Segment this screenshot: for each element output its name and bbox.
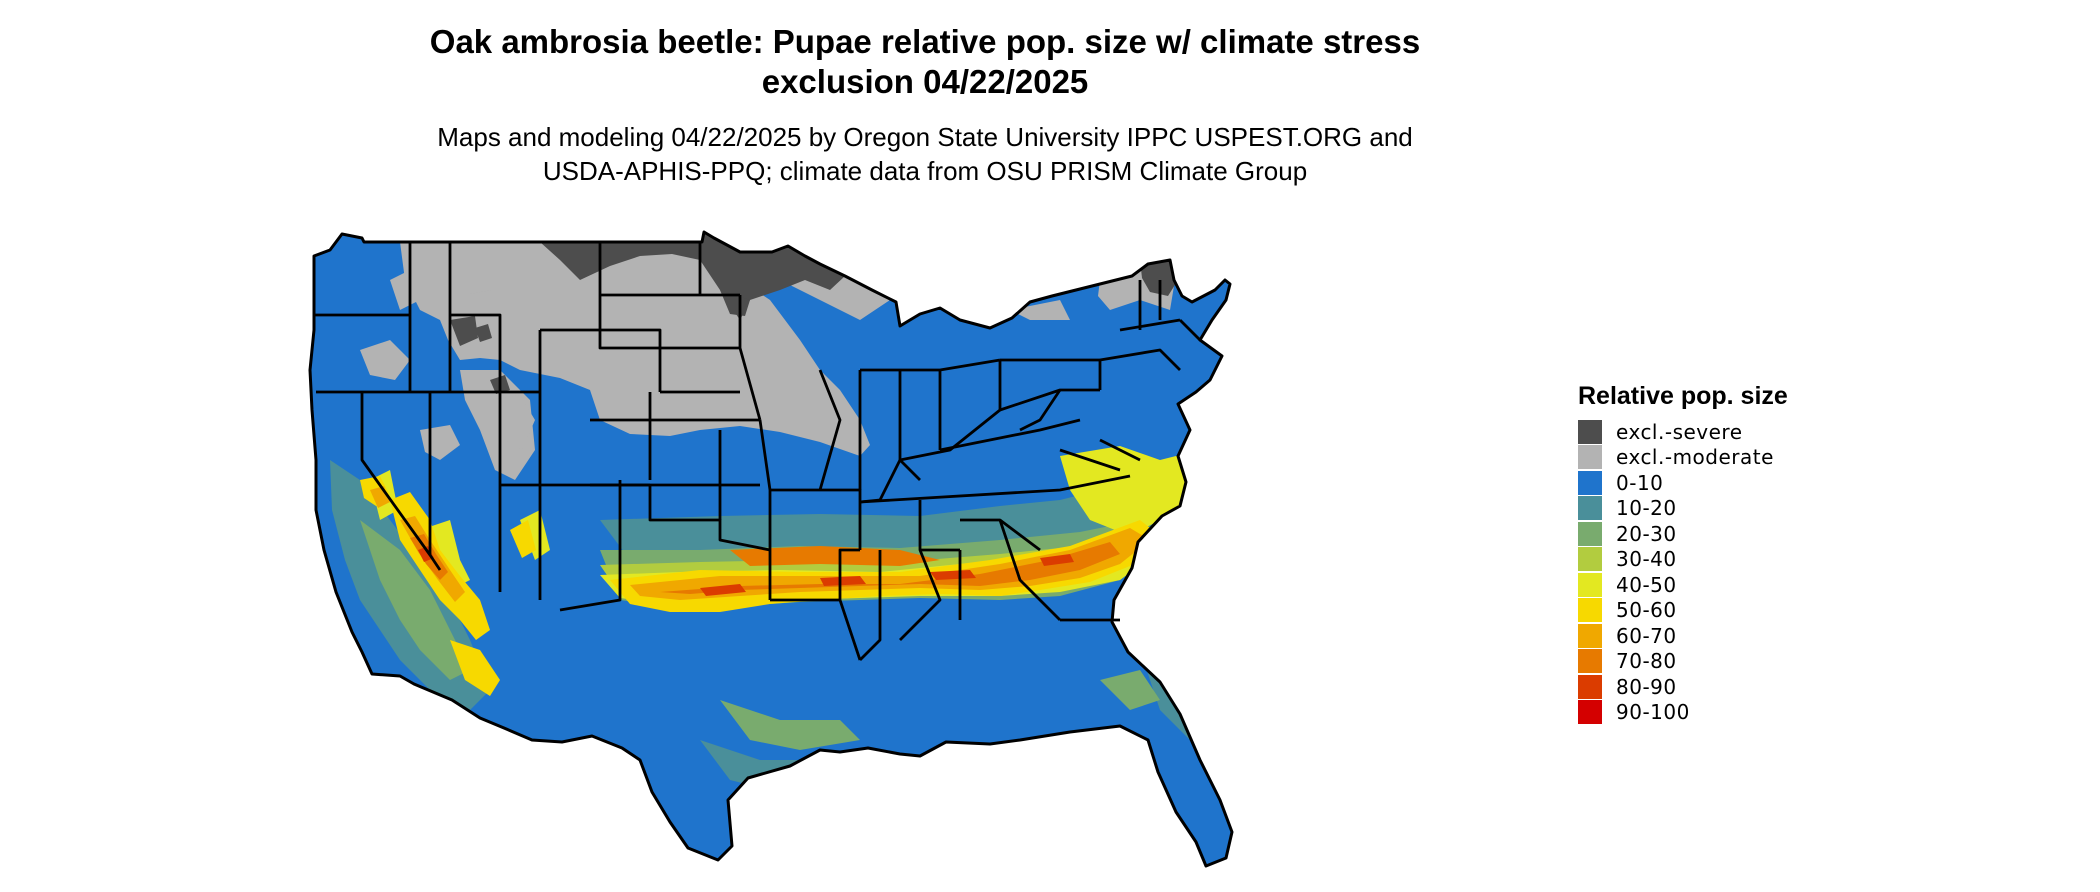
legend-item: 10-20	[1578, 496, 1788, 522]
title-line-1: Oak ambrosia beetle: Pupae relative pop.…	[429, 23, 1421, 60]
legend-swatch	[1578, 674, 1602, 699]
map-subtitle: Maps and modeling 04/22/2025 by Oregon S…	[300, 120, 1550, 188]
legend-swatch	[1578, 572, 1602, 597]
legend-item: 40-50	[1578, 572, 1788, 598]
legend-swatch	[1578, 445, 1602, 470]
legend-item: 30-40	[1578, 547, 1788, 573]
legend-swatch	[1578, 470, 1602, 495]
state-borders	[314, 242, 1201, 661]
subtitle-line-2: USDA-APHIS-PPQ; climate data from OSU PR…	[542, 156, 1308, 186]
legend-item: 0-10	[1578, 470, 1788, 496]
legend-label: 10-20	[1616, 496, 1677, 521]
legend-label: 0-10	[1616, 470, 1664, 495]
legend-label: excl.-moderate	[1616, 445, 1774, 470]
legend-swatch	[1578, 521, 1602, 546]
legend-label: 90-100	[1616, 700, 1690, 725]
legend-swatch	[1578, 598, 1602, 623]
legend-label: 40-50	[1616, 572, 1677, 597]
legend-swatch	[1578, 419, 1602, 444]
legend: Relative pop. size excl.-severe excl.-mod…	[1578, 381, 1788, 725]
legend-swatch	[1578, 496, 1602, 521]
map-title: Oak ambrosia beetle: Pupae relative pop.…	[300, 22, 1550, 102]
legend-label: 20-30	[1616, 521, 1677, 546]
title-line-2: exclusion 04/22/2025	[761, 63, 1089, 100]
legend-item: excl.-moderate	[1578, 445, 1788, 471]
legend-swatch	[1578, 649, 1602, 674]
legend-title: Relative pop. size	[1578, 382, 1788, 410]
legend-label: 80-90	[1616, 674, 1677, 699]
legend-item: 60-70	[1578, 623, 1788, 649]
legend-item: 20-30	[1578, 521, 1788, 547]
legend-swatch	[1578, 700, 1602, 725]
legend-label: 60-70	[1616, 623, 1677, 648]
legend-item: 70-80	[1578, 649, 1788, 675]
legend-swatch	[1578, 547, 1602, 572]
legend-label: 30-40	[1616, 547, 1677, 572]
legend-item: 50-60	[1578, 598, 1788, 624]
legend-items: excl.-severe excl.-moderate 0-10 10-20 20-30…	[1578, 419, 1788, 725]
legend-item: 80-90	[1578, 674, 1788, 700]
legend-item: excl.-severe	[1578, 419, 1788, 445]
us-outline	[308, 230, 1234, 868]
subtitle-line-1: Maps and modeling 04/22/2025 by Oregon S…	[437, 122, 1413, 152]
us-map	[308, 230, 1234, 868]
legend-label: 70-80	[1616, 649, 1677, 674]
legend-label: 50-60	[1616, 598, 1677, 623]
legend-swatch	[1578, 623, 1602, 648]
legend-label: excl.-severe	[1616, 419, 1743, 444]
legend-item: 90-100	[1578, 700, 1788, 726]
